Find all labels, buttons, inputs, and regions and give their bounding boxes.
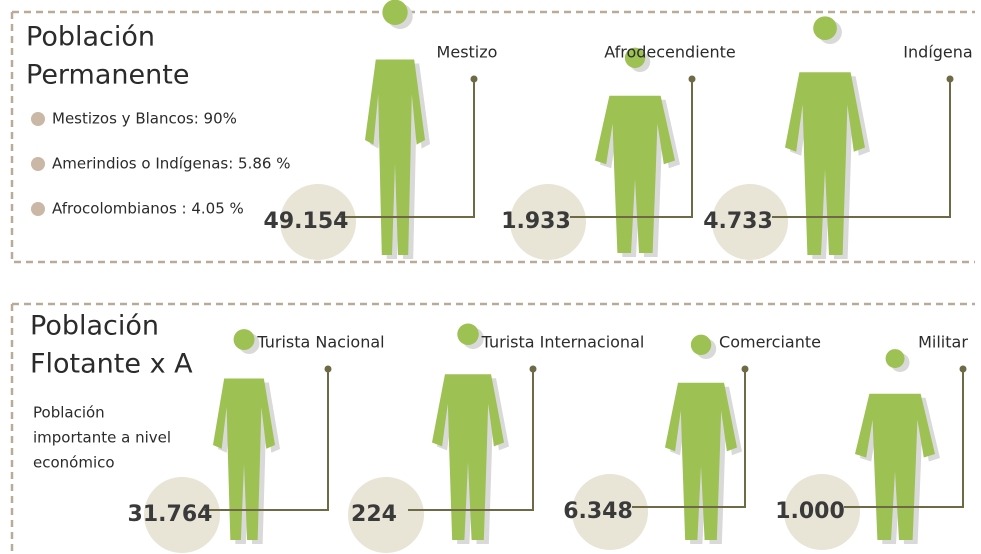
legend-dot: [31, 202, 45, 216]
legend-dot: [31, 157, 45, 171]
group-count: 224: [351, 502, 397, 527]
group-count: 1.000: [775, 499, 845, 524]
section-note: importante a nivel: [33, 429, 171, 447]
legend-item: Amerindios o Indígenas: 5.86 %: [52, 155, 290, 173]
section-title: Población: [26, 22, 155, 53]
group-label: Indígena: [903, 43, 972, 62]
connector-dot: [471, 76, 478, 83]
group-label: Turista Nacional: [256, 333, 384, 352]
section-title: Flotante x A: [30, 349, 193, 380]
legend-item: Mestizos y Blancos: 90%: [52, 110, 237, 128]
group-label: Mestizo: [437, 43, 498, 62]
section-title: Población: [30, 311, 159, 342]
connector-dot: [689, 76, 696, 83]
connector-dot: [742, 366, 749, 373]
connector-dot: [960, 366, 967, 373]
group-count: 6.348: [563, 499, 633, 524]
group-count: 49.154: [264, 209, 349, 234]
group-count: 4.733: [703, 209, 773, 234]
section-note: Población: [33, 404, 105, 422]
group-label: Turista Internacional: [481, 333, 645, 352]
connector-dot: [530, 366, 537, 373]
connector-dot: [947, 76, 954, 83]
section-note: económico: [33, 454, 115, 472]
connector-dot: [325, 366, 332, 373]
group-label: Afrodecendiente: [604, 43, 736, 62]
legend-dot: [31, 112, 45, 126]
group-count: 31.764: [128, 502, 213, 527]
group-label: Militar: [918, 333, 968, 352]
legend-item: Afrocolombianos : 4.05 %: [52, 200, 244, 218]
group-label: Comerciante: [719, 333, 821, 352]
section-title: Permanente: [26, 60, 189, 91]
infographic: Población Permanente Mestizos y Blancos: 9…: [0, 0, 981, 554]
group-count: 1.933: [501, 209, 571, 234]
